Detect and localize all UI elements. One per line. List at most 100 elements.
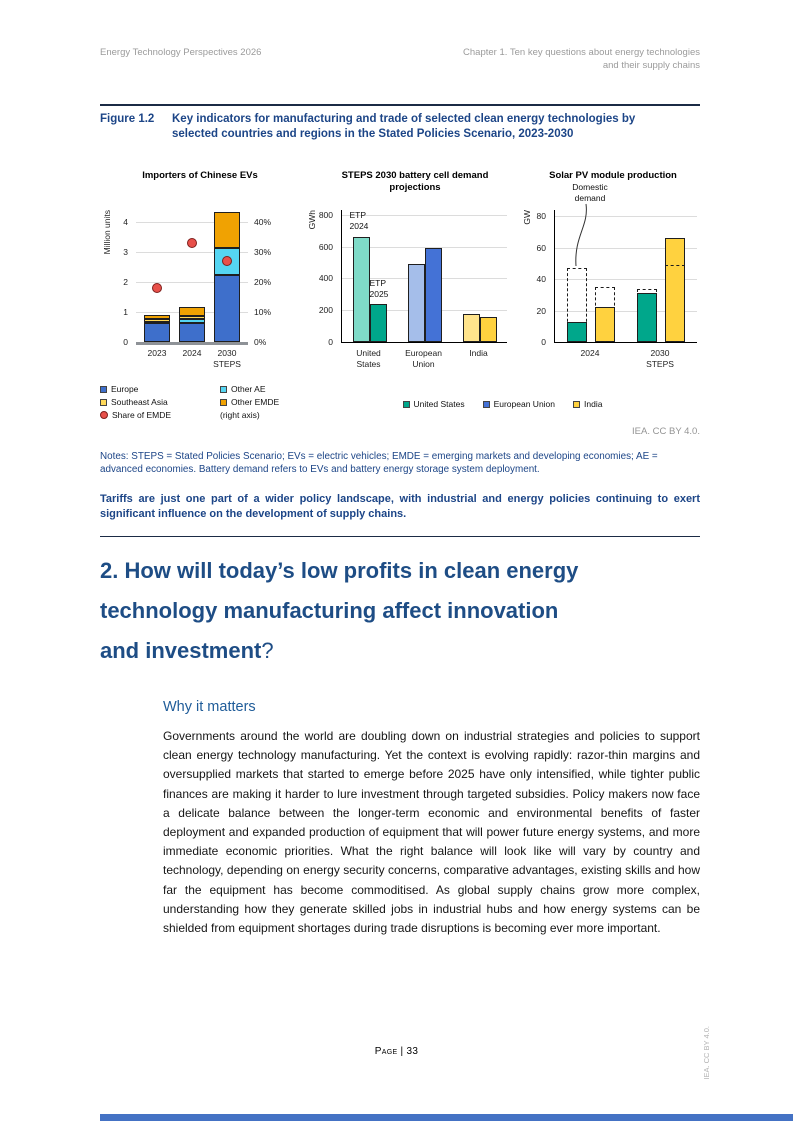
y-tick-label: 80	[536, 211, 546, 222]
y-tick-label: 600	[318, 241, 333, 252]
annotation-etp-2025: ETP 2025	[369, 277, 389, 299]
legend-label: Other AE	[231, 384, 266, 394]
legend-item-european-union: European Union	[482, 399, 555, 409]
chart3-title: Solar PV module production	[549, 170, 677, 181]
y-tick-label: 200	[318, 305, 333, 316]
section-heading-line3-text: and investment	[100, 638, 262, 663]
top-divider	[100, 104, 700, 106]
x-category-label: European Union	[405, 348, 442, 369]
y-tick-label: 4	[123, 217, 128, 227]
bar-segment-other-ae	[179, 318, 205, 323]
chart-battery-cell-demand: STEPS 2030 battery cell demand projectio…	[305, 168, 507, 428]
section-heading-line1: 2. How will today’s low profits in clean…	[100, 558, 579, 583]
y-tick-label: 400	[318, 273, 333, 284]
bar-etp-2024	[407, 264, 425, 342]
grid-line	[342, 214, 507, 216]
share-of-emde-dot	[152, 283, 162, 293]
legend-label: Share of EMDE	[112, 410, 172, 420]
legend-label: Europe	[111, 384, 139, 394]
bar-segment-southeast-asia	[144, 319, 170, 322]
legend-label: Other EMDE	[231, 397, 280, 407]
grid-line	[136, 222, 248, 223]
grid-line	[342, 246, 507, 248]
y-tick-label: 0	[123, 337, 128, 347]
x-category-label: 2023	[147, 348, 167, 358]
legend-item-europe: Europe	[100, 384, 220, 394]
right-axis-tick-label: 20%	[254, 277, 272, 287]
right-axis-tick-label: 30%	[254, 247, 272, 257]
chart-importers-of-chinese-evs: Importers of Chinese EVs 0 1 2 3 4 Million un…	[100, 168, 350, 428]
legend-item-southeast-asia: Southeast Asia	[100, 397, 220, 407]
bar-segment-other-emde	[179, 306, 205, 316]
side-license-text: IEA. CC BY 4.0.	[702, 1026, 711, 1080]
annotation-connector-line	[575, 203, 587, 267]
figure-notes: Notes: STEPS = Stated Policies Scenario;…	[100, 451, 658, 475]
legend-swatch-other-ae	[220, 385, 227, 393]
y-tick-label: 60	[536, 242, 546, 253]
legend-item-other-emde: Other EMDE	[220, 397, 352, 407]
header-right-line1: Chapter 1. Ten key questions about energ…	[463, 47, 700, 58]
section-heading: 2. How will today’s low profits in clean…	[100, 551, 720, 671]
grid-line	[555, 216, 697, 218]
chart1-title: Importers of Chinese EVs	[142, 170, 258, 181]
x-category-label: United States	[356, 348, 381, 369]
right-axis-tick-label: 10%	[254, 307, 272, 317]
figure-number: Figure 1.2	[100, 113, 155, 125]
y-tick-label: 3	[123, 247, 128, 257]
bottom-accent-bar	[100, 1114, 793, 1121]
plot-area	[554, 210, 697, 343]
right-axis-tick-label: 0%	[254, 337, 267, 347]
grid-line	[136, 282, 248, 283]
chart-solar-pv-module-production: Solar PV module production 0 20 40 60 80 GW Do…	[520, 168, 700, 428]
bar-segment-southeast-asia	[179, 315, 205, 319]
legend-item-other-ae: Other AE	[220, 384, 352, 394]
page-number: Page | 33	[374, 1046, 419, 1057]
x-category-label: 2030 STEPS	[646, 348, 674, 369]
share-of-emde-dot	[222, 256, 232, 266]
y-tick-label: 0	[328, 337, 333, 347]
chart1-legend: Europe Other AE Southeast Asia Other EMDE Sh…	[100, 384, 358, 420]
figure-charts-area: Importers of Chinese EVs 0 1 2 3 4 Million un…	[100, 168, 700, 450]
y-tick-label: 1	[123, 307, 128, 317]
legend-item-india: India	[573, 399, 602, 409]
body-paragraph: Governments around the world are doublin…	[163, 729, 700, 936]
bar-segment-europe	[144, 323, 170, 342]
chart2-title: STEPS 2030 battery cell demand projectio…	[341, 170, 489, 193]
plot-area	[136, 210, 248, 345]
legend-label: India	[584, 399, 603, 409]
y-axis-label: GW	[522, 210, 532, 225]
outline-india-domestic-demand	[595, 287, 615, 342]
bar-etp-2025	[479, 317, 497, 342]
legend-swatch-share-of-emde	[100, 411, 108, 419]
figure-title: Key indicators for manufacturing and tra…	[172, 113, 636, 140]
header-left-title: Energy Technology Perspectives 2026	[100, 47, 262, 58]
legend-swatch-european-union	[482, 400, 490, 408]
shared-country-legend: United States European Union India	[305, 399, 700, 409]
outline-united-states-domestic-demand	[567, 268, 587, 342]
header-right-title: Chapter 1. Ten key questions about energ…	[463, 46, 700, 72]
bar-etp-2024	[462, 314, 480, 342]
x-category-label: India	[469, 348, 488, 358]
y-axis-label: GWh	[307, 210, 317, 230]
share-of-emde-dot	[187, 238, 197, 248]
bar-etp-2025	[369, 303, 387, 342]
legend-swatch-united-states	[402, 400, 410, 408]
annotation-etp-2024: ETP 2024	[349, 210, 369, 232]
bar-etp-2025	[424, 248, 442, 342]
legend-item-united-states: United States	[402, 399, 465, 409]
right-axis-tick-label: 40%	[254, 217, 272, 227]
section-heading-question-mark: ?	[261, 638, 274, 663]
header-right-line2: and their supply chains	[602, 60, 700, 71]
bar-segment-other-emde	[214, 212, 240, 248]
grid-line	[555, 279, 697, 281]
bar-etp-2024	[352, 237, 370, 342]
section-heading-line2: technology manufacturing affect innovati…	[100, 598, 559, 623]
why-it-matters-subheading: Why it matters	[163, 699, 256, 715]
figure-heading: Figure 1.2 Key indicators for manufactur…	[100, 112, 700, 142]
grid-line	[555, 310, 697, 312]
legend-swatch-southeast-asia	[100, 398, 107, 406]
bar-segment-other-ae	[144, 321, 170, 324]
annotation-domestic-demand: Domestic demand	[572, 182, 608, 203]
plot-area	[341, 210, 507, 343]
